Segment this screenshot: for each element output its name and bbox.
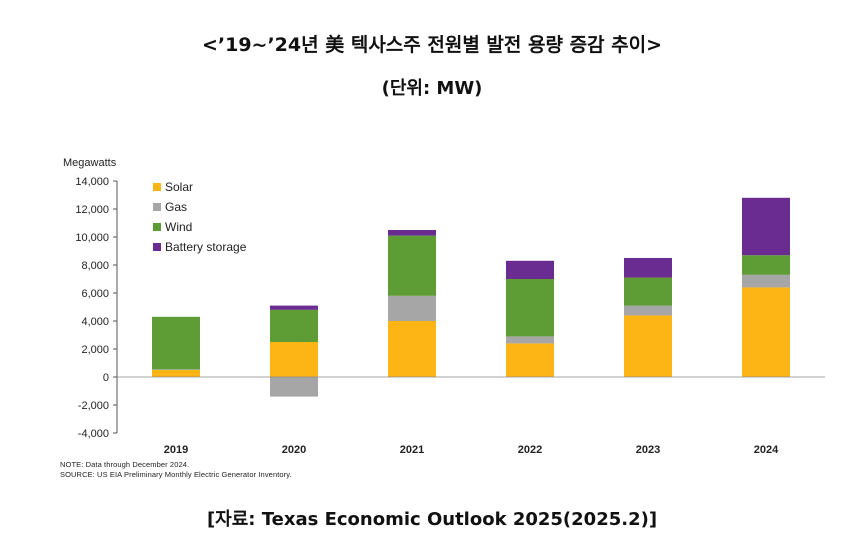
x-tick-label: 2019 [164, 444, 188, 456]
bar-segment-battery-storage-2022 [506, 260, 554, 279]
bar-segment-gas-2020 [270, 377, 318, 397]
bar-segment-wind-2020 [270, 309, 318, 342]
bar-segment-battery-storage-2024 [742, 197, 790, 256]
y-axis-label: Megawatts [63, 157, 117, 169]
y-tick-label: 10,000 [75, 232, 109, 244]
bar-segment-wind-2022 [506, 279, 554, 337]
y-tick-label: 14,000 [75, 176, 109, 188]
chart-source-note: SOURCE: US EIA Preliminary Monthly Elect… [60, 470, 292, 479]
chart-note: NOTE: Data through December 2024. [60, 460, 190, 469]
x-tick-label: 2022 [518, 444, 542, 456]
legend-swatch-battery-storage [153, 243, 161, 251]
y-tick-label: 4,000 [81, 316, 109, 328]
bar-segment-gas-2021 [388, 295, 436, 321]
chart-title: <’19~’24년 美 텍사스주 전원별 발전 용량 증감 추이> [201, 34, 663, 56]
y-tick-label: 6,000 [81, 288, 109, 300]
y-tick-label: 2,000 [81, 344, 109, 356]
bar-segment-battery-storage-2023 [624, 258, 672, 278]
y-tick-label: 8,000 [81, 260, 109, 272]
unit-label: (단위: MW) [381, 78, 483, 99]
source-citation: [자료: Texas Economic Outlook 2025(2025.2)… [206, 509, 658, 530]
bar-segment-solar-2021 [388, 321, 436, 377]
bar-segment-wind-2024 [742, 255, 790, 275]
bar-segment-solar-2020 [270, 342, 318, 377]
stacked-bar-chart: Megawatts -4,000 -2,000 0 2,000 4,000 6,000 8,… [63, 157, 825, 456]
bar-segment-battery-storage-2020 [270, 305, 318, 310]
bar-segment-gas-2024 [742, 274, 790, 288]
legend-swatch-gas [153, 203, 161, 211]
bar-segment-gas-2022 [506, 336, 554, 344]
x-tick-label: 2023 [636, 444, 660, 456]
bar-segment-solar-2024 [742, 287, 790, 377]
bar-segment-wind-2021 [388, 235, 436, 296]
legend-swatch-wind [153, 223, 161, 231]
legend-label: Battery storage [165, 240, 247, 254]
legend-swatch-solar [153, 183, 161, 191]
y-tick-label: -4,000 [78, 428, 109, 440]
legend-label: Wind [165, 220, 192, 234]
bar-segment-solar-2023 [624, 315, 672, 377]
chart-area: Megawatts -4,000 -2,000 0 2,000 4,000 6,000 8,… [55, 150, 835, 486]
bar-segment-gas-2019 [152, 369, 200, 370]
x-tick-label: 2020 [282, 444, 306, 456]
bar-segment-solar-2019 [152, 370, 200, 377]
bar-segment-wind-2019 [152, 316, 200, 370]
bar-segment-gas-2023 [624, 305, 672, 316]
bar-segment-wind-2023 [624, 277, 672, 306]
x-tick-label: 2024 [754, 444, 779, 456]
legend-label: Gas [165, 200, 187, 214]
bar-segment-solar-2022 [506, 343, 554, 377]
y-tick-label: -2,000 [78, 400, 109, 412]
y-tick-label: 12,000 [75, 204, 109, 216]
y-tick-label: 0 [103, 372, 109, 384]
legend-label: Solar [165, 180, 193, 194]
bar-segment-battery-storage-2021 [388, 230, 436, 236]
x-tick-label: 2021 [400, 444, 424, 456]
